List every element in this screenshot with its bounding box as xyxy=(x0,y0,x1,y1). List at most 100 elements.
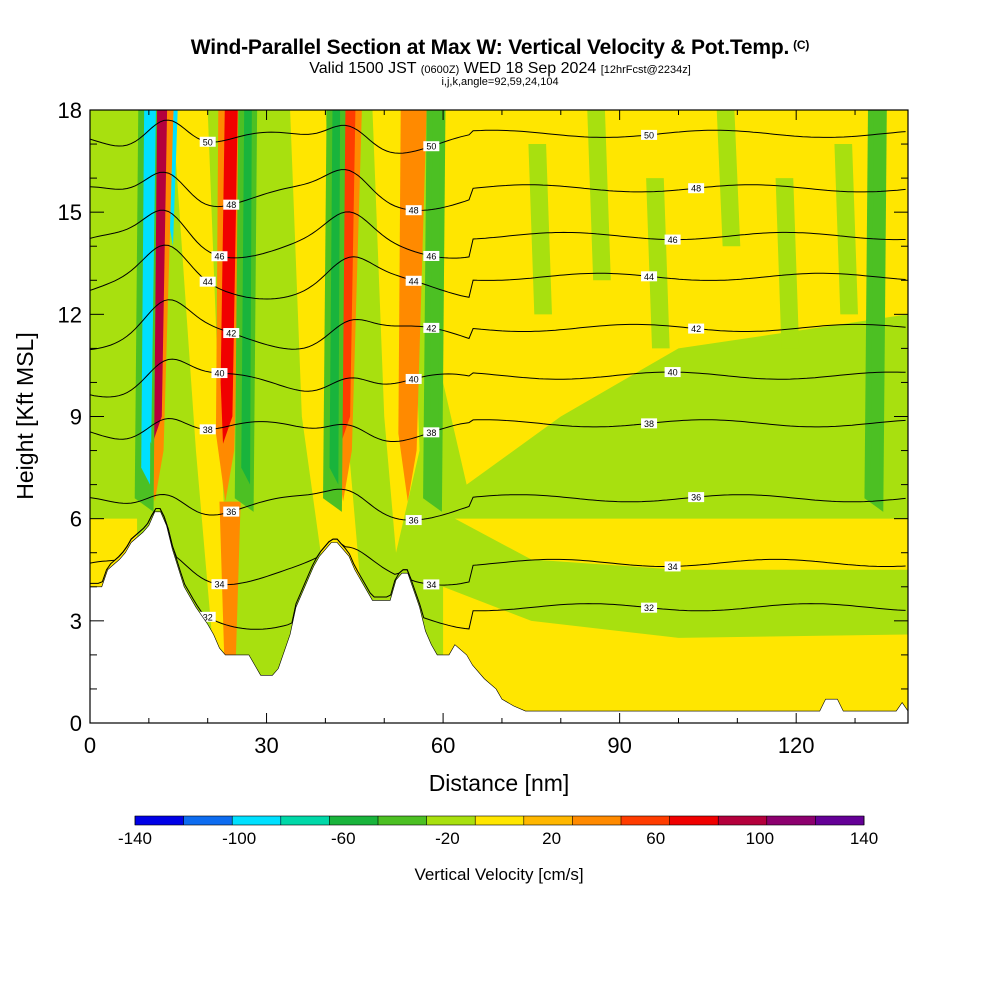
isentrope-label: 40 xyxy=(668,368,678,378)
field-yellow-lower xyxy=(443,586,908,723)
isentrope-label-bg xyxy=(423,579,440,590)
colorbar-swatch xyxy=(232,816,282,825)
downdraft-cyan-streak xyxy=(146,110,156,444)
colorbar-tick-label: 100 xyxy=(746,829,774,848)
isentrope-label: 40 xyxy=(409,374,419,384)
isentrope-32 xyxy=(90,508,906,630)
terrain xyxy=(90,511,908,723)
section-params: i,j,k,angle=92,59,24,104 xyxy=(441,76,559,88)
updraft-lowlevel-outer xyxy=(219,501,241,655)
isentrope-label-bg xyxy=(423,427,440,438)
isentrope-label-bg xyxy=(199,136,216,147)
isentrope-50 xyxy=(90,119,906,154)
isentrope-44 xyxy=(90,244,906,300)
isentrope-label-bg xyxy=(664,367,681,378)
x-axis-label: Distance [nm] xyxy=(429,770,570,796)
colorbar-title: Vertical Velocity [cm/s] xyxy=(414,865,583,884)
downdraft-cyan-streak-2 xyxy=(170,110,178,247)
updraft-band-3-core xyxy=(407,110,418,383)
isentrope-label-bg xyxy=(641,418,658,429)
velocity-field xyxy=(90,110,908,723)
y-tick-label: 12 xyxy=(58,302,82,327)
isentrope-label-bg xyxy=(223,506,240,517)
colorbar-swatch xyxy=(329,816,379,825)
x-tick-label: 120 xyxy=(778,733,815,758)
downdraft-band-3-core xyxy=(429,110,441,485)
field-streak-4 xyxy=(775,178,800,349)
isentrope-label-bg xyxy=(664,561,681,572)
x-tick-label: 0 xyxy=(84,733,96,758)
isentrope-label: 46 xyxy=(214,252,224,262)
colorbar-swatch xyxy=(280,816,330,825)
y-tick-label: 15 xyxy=(58,200,82,225)
chart-title-text: Wind-Parallel Section at Max W: Vertical… xyxy=(190,36,790,59)
isentrope-label: 40 xyxy=(214,369,224,379)
isentrope-label: 50 xyxy=(203,137,213,147)
field-streak-3 xyxy=(716,110,741,247)
x-tick-label: 60 xyxy=(431,733,455,758)
terrain-mask xyxy=(90,511,908,723)
isentrope-label: 42 xyxy=(226,329,236,339)
updraft-band-2-core xyxy=(343,110,353,383)
chart-title: Wind-Parallel Section at Max W: Vertical… xyxy=(0,36,1000,60)
isentrope-label-bg xyxy=(223,328,240,339)
isentrope-label: 38 xyxy=(644,419,654,429)
colorbar-swatch xyxy=(815,816,865,825)
isentrope-label: 36 xyxy=(691,493,701,503)
isentrope-label: 46 xyxy=(426,251,436,261)
isentrope-label: 32 xyxy=(644,603,654,613)
isentrope-label: 36 xyxy=(409,516,419,526)
isentrope-label: 44 xyxy=(203,277,213,287)
isentrope-label: 38 xyxy=(426,428,436,438)
colorbar-swatch xyxy=(766,816,816,825)
isentrope-label: 44 xyxy=(409,276,419,286)
isentrope-label: 50 xyxy=(644,130,654,140)
colorbar-swatch xyxy=(183,816,233,825)
isentrope-label: 48 xyxy=(226,200,236,210)
isentrope-label-bg xyxy=(664,234,681,245)
isentrope-label-bg xyxy=(211,368,228,379)
colorbar-tick-label: -140 xyxy=(118,829,152,848)
isentrope-label-bg xyxy=(688,492,705,503)
isentrope-label-bg xyxy=(405,515,422,526)
isentrope-label-bg xyxy=(223,199,240,210)
y-tick-label: 18 xyxy=(58,98,82,123)
field-streak-2 xyxy=(646,178,670,349)
potential-temperature-contours: 32 32 34 34 34 36 36 36 38 38 38 40 40 40 42 42 42 44 44 44… xyxy=(90,119,906,630)
isentrope-label: 42 xyxy=(691,324,701,334)
updraft-band-1-core xyxy=(225,110,235,383)
x-tick-label: 90 xyxy=(607,733,631,758)
isentrope-label-bg xyxy=(641,129,658,140)
colorbar-tick-label: 20 xyxy=(542,829,561,848)
field-streak-5 xyxy=(834,144,858,315)
isentrope-label: 48 xyxy=(691,184,701,194)
isentrope-label-bg xyxy=(405,205,422,216)
valid-utc: (0600Z) xyxy=(420,64,460,76)
colorbar-swatch xyxy=(135,816,184,825)
colorbar-swatch xyxy=(572,816,622,825)
colorbar-tick-label: 140 xyxy=(850,829,878,848)
y-tick-label: 9 xyxy=(70,405,82,430)
field-streak-1 xyxy=(587,110,611,281)
valid-date: WED 18 Sep 2024 xyxy=(463,60,597,77)
isentrope-label-bg xyxy=(199,276,216,287)
isentrope-label-bg xyxy=(688,323,705,334)
isentrope-label-bg xyxy=(423,322,440,333)
y-tick-label: 3 xyxy=(70,609,82,634)
colorbar-swatch xyxy=(523,816,573,825)
downdraft-band-4-core xyxy=(870,110,882,485)
colorbar-tick-label: -100 xyxy=(222,829,256,848)
isentrope-label-bg xyxy=(211,251,228,262)
valid-time: Valid 1500 JST xyxy=(309,60,417,77)
colorbar-tick-label: -20 xyxy=(435,829,460,848)
isentrope-label-bg xyxy=(423,141,440,152)
isentrope-label-bg xyxy=(199,611,216,622)
forecast-run: [12hrFcst@2234z] xyxy=(600,64,691,76)
y-axis-label: Height [Kft MSL] xyxy=(12,332,38,499)
isentrope-label: 38 xyxy=(203,425,213,435)
isentrope-label: 46 xyxy=(668,235,678,245)
colorbar-tick-label: -60 xyxy=(331,829,356,848)
isentrope-label-bg xyxy=(641,602,658,613)
